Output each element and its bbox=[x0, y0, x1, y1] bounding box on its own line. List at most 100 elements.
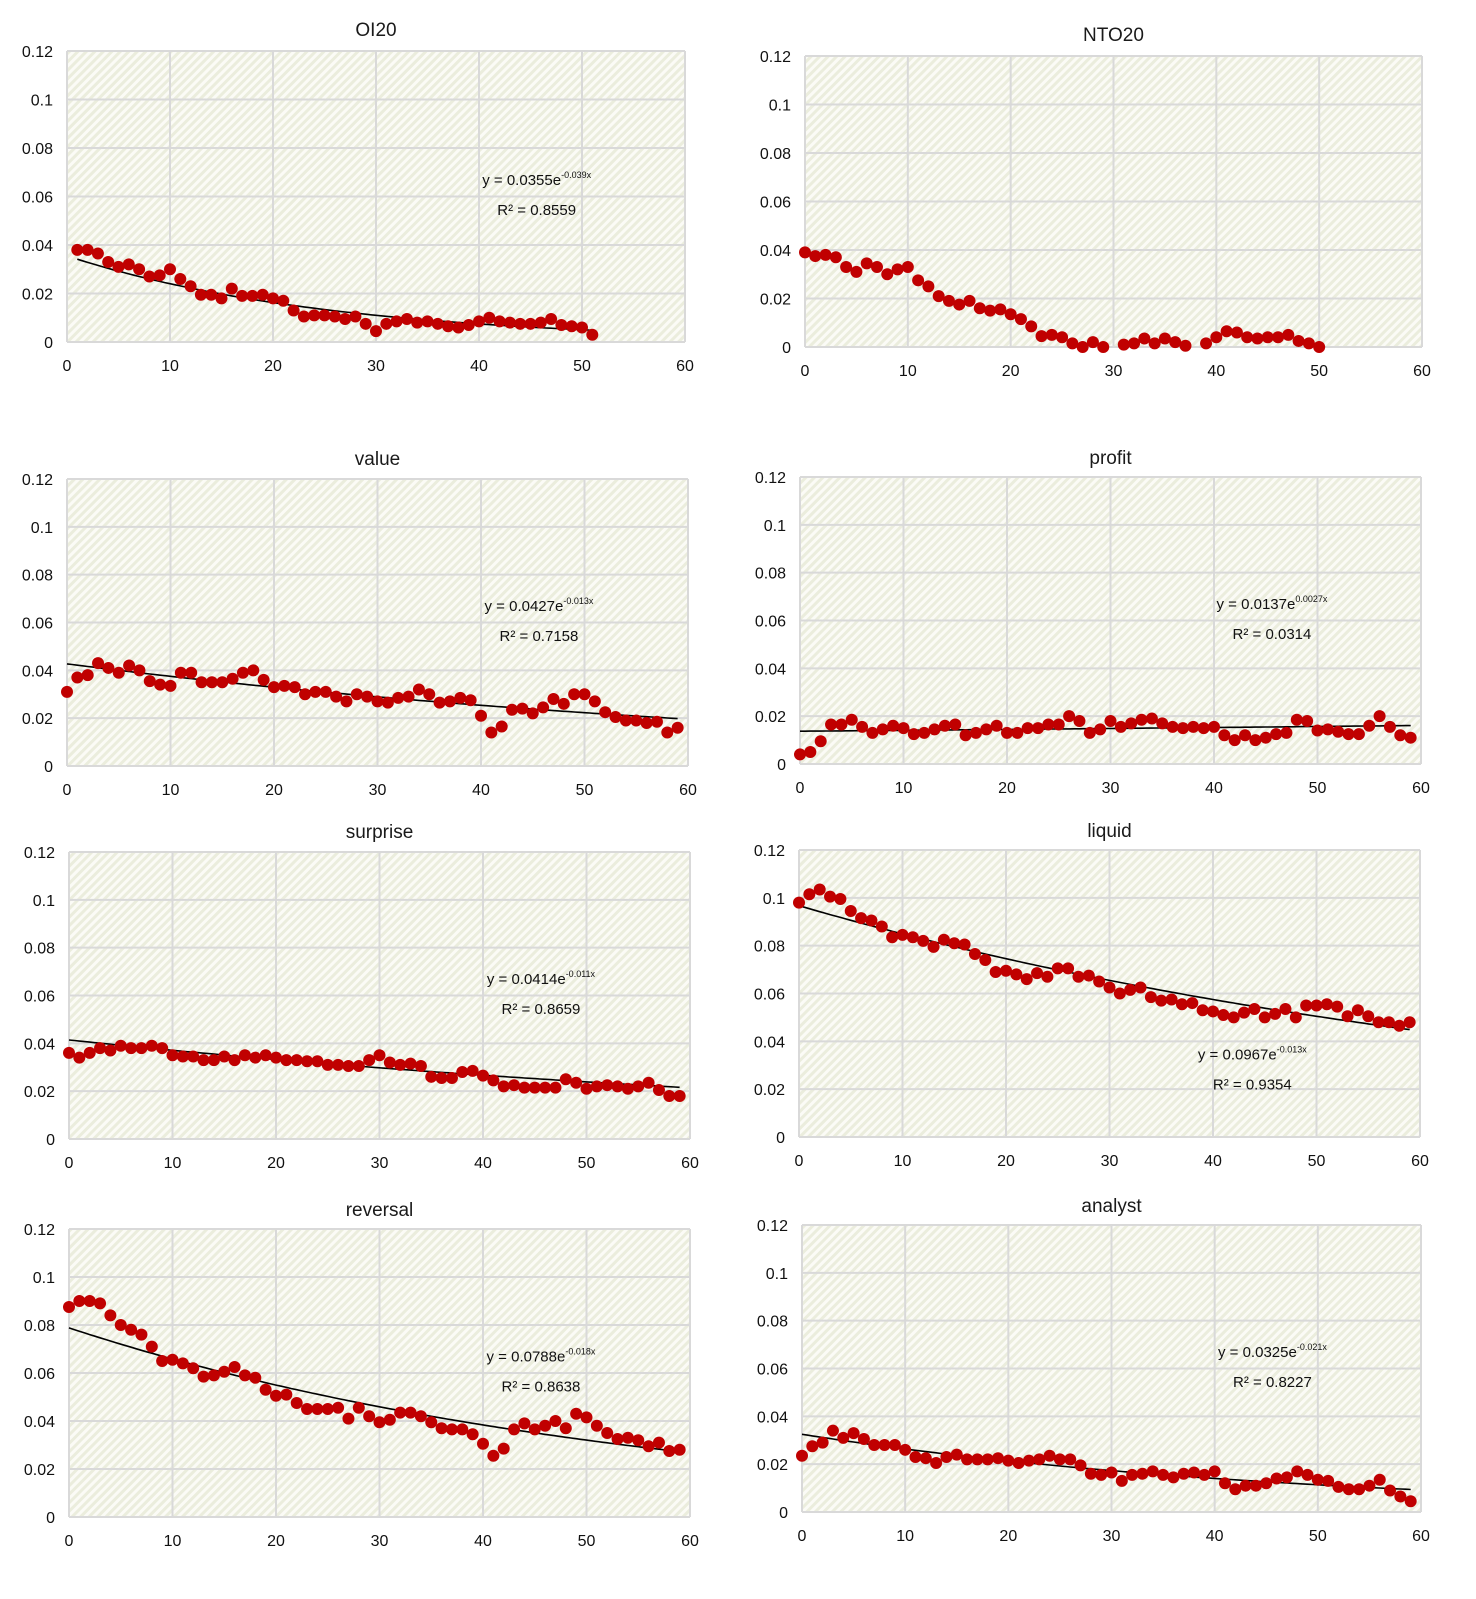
data-point bbox=[238, 1369, 251, 1382]
data-point bbox=[73, 1295, 86, 1307]
x-tick-label: 60 bbox=[1411, 1153, 1429, 1170]
data-point bbox=[452, 321, 465, 334]
data-point bbox=[508, 1423, 521, 1436]
data-point bbox=[321, 1058, 334, 1071]
x-tick-label: 60 bbox=[679, 782, 697, 799]
data-point bbox=[799, 246, 811, 259]
data-point bbox=[218, 1050, 231, 1063]
data-point bbox=[1238, 1006, 1251, 1019]
data-point bbox=[611, 1080, 624, 1093]
data-point bbox=[1169, 336, 1182, 349]
data-point bbox=[888, 1439, 901, 1452]
data-point bbox=[794, 748, 806, 761]
data-point bbox=[1279, 1003, 1292, 1016]
data-point bbox=[1086, 336, 1099, 349]
x-tick-label: 30 bbox=[1101, 1153, 1119, 1170]
data-point bbox=[156, 1042, 169, 1055]
data-point bbox=[195, 676, 208, 689]
chart-title: surprise bbox=[346, 822, 414, 843]
data-point bbox=[166, 1353, 179, 1366]
x-tick-label: 40 bbox=[470, 358, 488, 375]
data-point bbox=[549, 1081, 562, 1094]
x-tick-label: 40 bbox=[1206, 1528, 1224, 1545]
data-point bbox=[102, 255, 115, 268]
data-point bbox=[1187, 720, 1200, 733]
data-point bbox=[932, 290, 945, 303]
data-point bbox=[814, 735, 827, 748]
data-point bbox=[464, 694, 477, 707]
data-point bbox=[516, 702, 529, 715]
x-tick-label: 50 bbox=[573, 358, 591, 375]
chart-title: liquid bbox=[1087, 821, 1131, 842]
data-point bbox=[578, 688, 591, 701]
chart-panel-nto20: NTO20 0 0.02 0.04 0.06 0.08 0.1 0.12 0 10 20 30 40 50… bbox=[760, 25, 1431, 380]
data-point bbox=[400, 312, 413, 325]
data-point bbox=[94, 1042, 107, 1055]
data-point bbox=[456, 1423, 469, 1436]
data-point bbox=[590, 1419, 603, 1432]
y-tick-label: 0.08 bbox=[755, 566, 786, 583]
data-point bbox=[804, 746, 817, 759]
r-squared-label: R² = 0.0314 bbox=[1233, 626, 1312, 643]
data-point bbox=[1261, 331, 1274, 344]
chart-title: value bbox=[355, 449, 400, 470]
data-point bbox=[930, 1456, 943, 1469]
data-point bbox=[537, 701, 550, 714]
x-tick-label: 20 bbox=[999, 1528, 1017, 1545]
x-tick-label: 60 bbox=[1412, 780, 1430, 797]
equation-exponent: -0.021x bbox=[1297, 1342, 1328, 1352]
data-point bbox=[652, 1436, 665, 1449]
data-point bbox=[539, 1419, 552, 1432]
data-point bbox=[92, 657, 105, 670]
data-point bbox=[1249, 734, 1262, 747]
data-point bbox=[1351, 1004, 1364, 1017]
data-point bbox=[256, 288, 269, 301]
x-tick-label: 20 bbox=[267, 1533, 285, 1550]
data-point bbox=[514, 317, 527, 330]
data-point bbox=[1331, 1000, 1344, 1013]
data-point bbox=[555, 319, 568, 332]
r-squared-label: R² = 0.8559 bbox=[497, 202, 576, 219]
x-tick-label: 40 bbox=[474, 1155, 492, 1172]
data-point bbox=[953, 298, 966, 311]
data-point bbox=[425, 1416, 438, 1429]
data-point bbox=[671, 721, 684, 734]
data-point bbox=[112, 666, 125, 679]
data-point bbox=[363, 1054, 376, 1067]
data-point bbox=[524, 317, 537, 330]
data-point bbox=[570, 1076, 583, 1089]
data-point bbox=[899, 1443, 912, 1456]
y-tick-label: 0 bbox=[46, 1510, 55, 1527]
data-point bbox=[1001, 726, 1013, 739]
x-tick-label: 0 bbox=[63, 358, 72, 375]
data-point bbox=[1051, 962, 1064, 975]
y-tick-label: 0.08 bbox=[24, 941, 55, 958]
data-point bbox=[1014, 313, 1027, 326]
data-point bbox=[650, 715, 663, 728]
data-point bbox=[642, 1440, 655, 1453]
data-point bbox=[640, 716, 653, 729]
data-point bbox=[342, 1060, 355, 1073]
data-point bbox=[425, 1070, 438, 1083]
data-point bbox=[887, 719, 900, 732]
data-point bbox=[518, 1081, 531, 1094]
data-point bbox=[1404, 1495, 1417, 1508]
data-point bbox=[980, 723, 993, 736]
data-point bbox=[404, 1057, 417, 1070]
data-point bbox=[826, 1424, 839, 1437]
x-tick-label: 0 bbox=[796, 780, 805, 797]
data-point bbox=[856, 720, 869, 733]
data-point bbox=[1025, 320, 1038, 333]
data-point bbox=[390, 315, 403, 328]
data-point bbox=[154, 678, 167, 691]
y-tick-label: 0.06 bbox=[754, 987, 785, 1004]
data-point bbox=[477, 1069, 489, 1082]
data-point bbox=[143, 270, 156, 283]
x-tick-label: 10 bbox=[895, 780, 913, 797]
y-tick-label: 0 bbox=[777, 757, 786, 774]
x-tick-label: 20 bbox=[265, 782, 283, 799]
data-point bbox=[361, 690, 374, 703]
data-point bbox=[1175, 998, 1188, 1011]
y-tick-label: 0.02 bbox=[24, 1462, 55, 1479]
data-point bbox=[1229, 1483, 1242, 1496]
